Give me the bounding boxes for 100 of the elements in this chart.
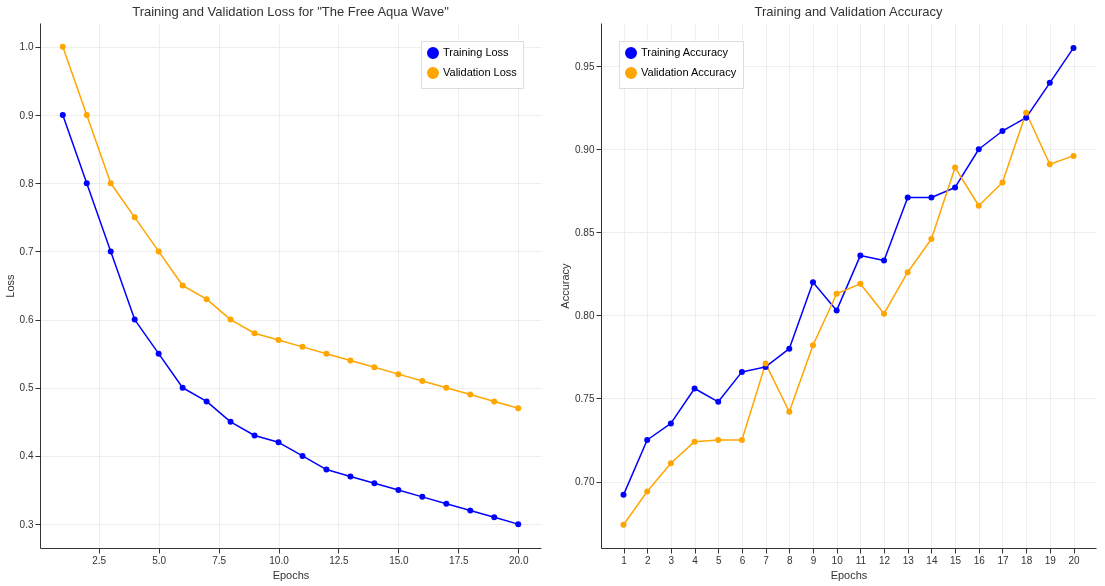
y-tick-label: 0.90: [575, 143, 595, 155]
point: [251, 330, 258, 337]
point: [999, 179, 1006, 186]
point: [491, 398, 498, 405]
point: [667, 420, 674, 427]
point: [904, 194, 911, 201]
y-tick-label: 0.70: [575, 476, 595, 488]
x-tick-label: 14: [926, 554, 938, 566]
point: [952, 184, 959, 191]
point: [952, 164, 959, 171]
x-tick-label: 12: [878, 554, 891, 566]
point: [644, 488, 651, 495]
point: [1023, 109, 1030, 116]
y-tick-label: 0.80: [575, 309, 595, 321]
x-tick-label: 5: [715, 554, 722, 566]
y-tick-label: 0.6: [19, 314, 34, 326]
point: [515, 521, 522, 528]
y-tick-label: 0.85: [575, 226, 595, 238]
x-tick-label: 13: [902, 554, 915, 566]
y-tick-label: 0.3: [19, 518, 34, 530]
point: [691, 438, 698, 445]
point: [928, 235, 935, 242]
point: [395, 371, 402, 378]
point: [1070, 152, 1077, 159]
x-tick-label: 2: [644, 554, 651, 566]
x-tick-label: 3: [668, 554, 675, 566]
point: [881, 257, 888, 264]
y-tick-label: 0.75: [575, 392, 595, 404]
point: [419, 377, 426, 384]
point: [275, 337, 282, 344]
legend-label: Training Accuracy: [641, 46, 729, 58]
point: [155, 350, 162, 357]
point: [443, 500, 450, 507]
x-tick-label: 15.0: [389, 554, 410, 566]
x-tick-label: 17.5: [449, 554, 469, 566]
point: [738, 368, 745, 375]
point: [347, 473, 354, 480]
point: [107, 180, 114, 187]
y-tick-label: 0.5: [19, 382, 34, 394]
point: [786, 345, 793, 352]
point: [299, 452, 306, 459]
point: [975, 146, 982, 153]
x-tick-label: 20: [1068, 554, 1080, 566]
point: [515, 405, 522, 412]
point: [904, 269, 911, 276]
point: [83, 180, 90, 187]
y-tick-label: 0.7: [19, 245, 34, 257]
point: [1046, 161, 1053, 168]
point: [395, 487, 402, 494]
point: [203, 296, 210, 303]
y-tick-label: 1.0: [19, 41, 34, 53]
chart-title: Training and Validation Loss for "The Free Aqua Wave": [132, 4, 450, 19]
x-tick-label: 15: [950, 554, 962, 566]
point: [227, 316, 234, 323]
point: [881, 310, 888, 317]
point: [857, 252, 864, 259]
x-tick-label: 11: [855, 554, 867, 566]
x-tick-label: 7.5: [212, 554, 227, 566]
point: [833, 307, 840, 314]
x-tick-label: 6: [739, 554, 746, 566]
chart-title: Training and Validation Accuracy: [754, 4, 943, 19]
point: [347, 357, 354, 364]
x-tick-label: 1: [621, 554, 628, 566]
y-tick-label: 0.8: [19, 177, 34, 189]
point: [299, 343, 306, 350]
x-tick-label: 4: [692, 554, 699, 566]
point: [467, 507, 474, 514]
x-tick-label: 18: [1021, 554, 1033, 566]
point: [715, 437, 722, 443]
x-tick-label: 20.0: [508, 554, 529, 566]
legend-label: Validation Accuracy: [641, 66, 737, 78]
point: [323, 466, 330, 473]
point: [975, 202, 982, 209]
point: [59, 112, 66, 119]
y-axis-title: Loss: [3, 273, 16, 298]
y-axis-title: Accuracy: [559, 262, 572, 309]
point: [691, 385, 698, 392]
x-axis-title: Epochs: [272, 568, 310, 581]
legend-label: Training Loss: [443, 46, 510, 58]
point: [620, 521, 627, 528]
x-tick-label: 7: [763, 554, 770, 566]
point: [251, 432, 258, 439]
point: [179, 282, 186, 289]
y-tick-label: 0.4: [19, 450, 34, 462]
point: [323, 350, 330, 357]
point: [491, 514, 498, 521]
point: [419, 493, 426, 500]
point: [1023, 114, 1030, 121]
x-tick-label: 10.0: [269, 554, 290, 566]
x-tick-label: 19: [1044, 554, 1057, 566]
y-tick-label: 0.95: [575, 60, 595, 72]
point: [467, 391, 474, 398]
x-tick-label: 8: [787, 554, 794, 566]
point: [667, 460, 674, 467]
point: [620, 491, 627, 498]
point: [275, 439, 282, 446]
legend-label: Validation Loss: [443, 66, 518, 78]
point: [83, 112, 90, 119]
point: [1046, 79, 1053, 86]
point: [371, 480, 378, 487]
